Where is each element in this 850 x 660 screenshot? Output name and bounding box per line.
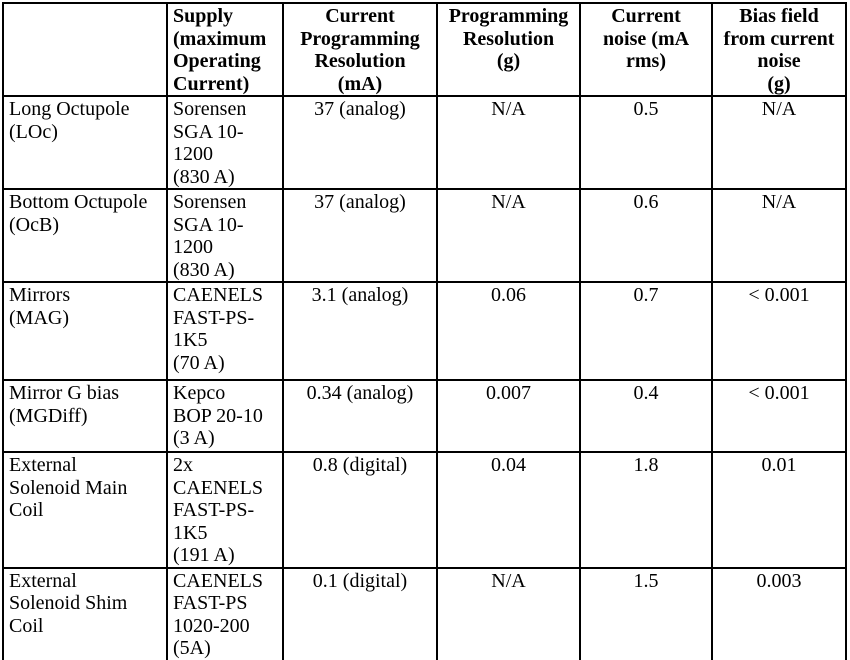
header-row: Supply (maximum Operating Current) Curre… (2, 2, 847, 97)
cell-programming-resolution-g: N/A (436, 188, 581, 283)
cell-bias-field: N/A (711, 188, 847, 283)
cell-programming-resolution-g: 0.04 (436, 451, 581, 569)
cell-magnet-name: External Solenoid Main Coil (2, 451, 168, 569)
header-magnet (2, 2, 168, 97)
cell-magnet-name: External Solenoid Shim Coil (2, 566, 168, 660)
table-row-bottom-octupole: Bottom Octupole (OcB) Sorensen SGA 10- 1… (2, 188, 847, 283)
cell-magnet-name: Bottom Octupole (OcB) (2, 188, 168, 283)
table-row-external-solenoid-main-coil: External Solenoid Main Coil 2x CAENELS F… (2, 451, 847, 569)
cell-current-noise: 0.6 (579, 188, 713, 283)
cell-bias-field: < 0.001 (711, 379, 847, 453)
cell-supply: Sorensen SGA 10- 1200 (830 A) (166, 188, 284, 283)
cell-supply: CAENELS FAST-PS 1020-200 (5A) (166, 566, 284, 660)
cell-programming-resolution-g: N/A (436, 95, 581, 190)
cell-current-programming-resolution: 37 (analog) (282, 188, 438, 283)
cell-programming-resolution-g: 0.06 (436, 281, 581, 381)
table-row-external-solenoid-shim-coil: External Solenoid Shim Coil CAENELS FAST… (2, 566, 847, 660)
cell-current-programming-resolution: 0.1 (digital) (282, 566, 438, 660)
table-row-mirror-g-bias: Mirror G bias (MGDiff) Kepco BOP 20-10 (… (2, 379, 847, 453)
cell-current-noise: 0.7 (579, 281, 713, 381)
cell-bias-field: 0.01 (711, 451, 847, 569)
header-programming-resolution-g: Programming Resolution (g) (436, 2, 581, 97)
cell-magnet-name: Mirrors (MAG) (2, 281, 168, 381)
header-supply: Supply (maximum Operating Current) (166, 2, 284, 97)
cell-bias-field: 0.003 (711, 566, 847, 660)
cell-bias-field: < 0.001 (711, 281, 847, 381)
cell-magnet-name: Mirror G bias (MGDiff) (2, 379, 168, 453)
cell-current-noise: 0.5 (579, 95, 713, 190)
cell-supply: Kepco BOP 20-10 (3 A) (166, 379, 284, 453)
cell-current-noise: 1.5 (579, 566, 713, 660)
header-current-noise: Current noise (mA rms) (579, 2, 713, 97)
cell-current-noise: 0.4 (579, 379, 713, 453)
cell-supply: CAENELS FAST-PS- 1K5 (70 A) (166, 281, 284, 381)
cell-programming-resolution-g: N/A (436, 566, 581, 660)
cell-current-programming-resolution: 3.1 (analog) (282, 281, 438, 381)
cell-current-programming-resolution: 37 (analog) (282, 95, 438, 190)
cell-current-noise: 1.8 (579, 451, 713, 569)
header-current-programming-resolution: Current Programming Resolution (mA) (282, 2, 438, 97)
table-row-mirrors: Mirrors (MAG) CAENELS FAST-PS- 1K5 (70 A… (2, 281, 847, 381)
cell-current-programming-resolution: 0.8 (digital) (282, 451, 438, 569)
table-row-long-octupole: Long Octupole (LOc) Sorensen SGA 10- 120… (2, 95, 847, 190)
cell-bias-field: N/A (711, 95, 847, 190)
cell-supply: Sorensen SGA 10- 1200 (830 A) (166, 95, 284, 190)
header-bias-field: Bias field from current noise (g) (711, 2, 847, 97)
cell-current-programming-resolution: 0.34 (analog) (282, 379, 438, 453)
cell-supply: 2x CAENELS FAST-PS- 1K5 (191 A) (166, 451, 284, 569)
cell-programming-resolution-g: 0.007 (436, 379, 581, 453)
cell-magnet-name: Long Octupole (LOc) (2, 95, 168, 190)
